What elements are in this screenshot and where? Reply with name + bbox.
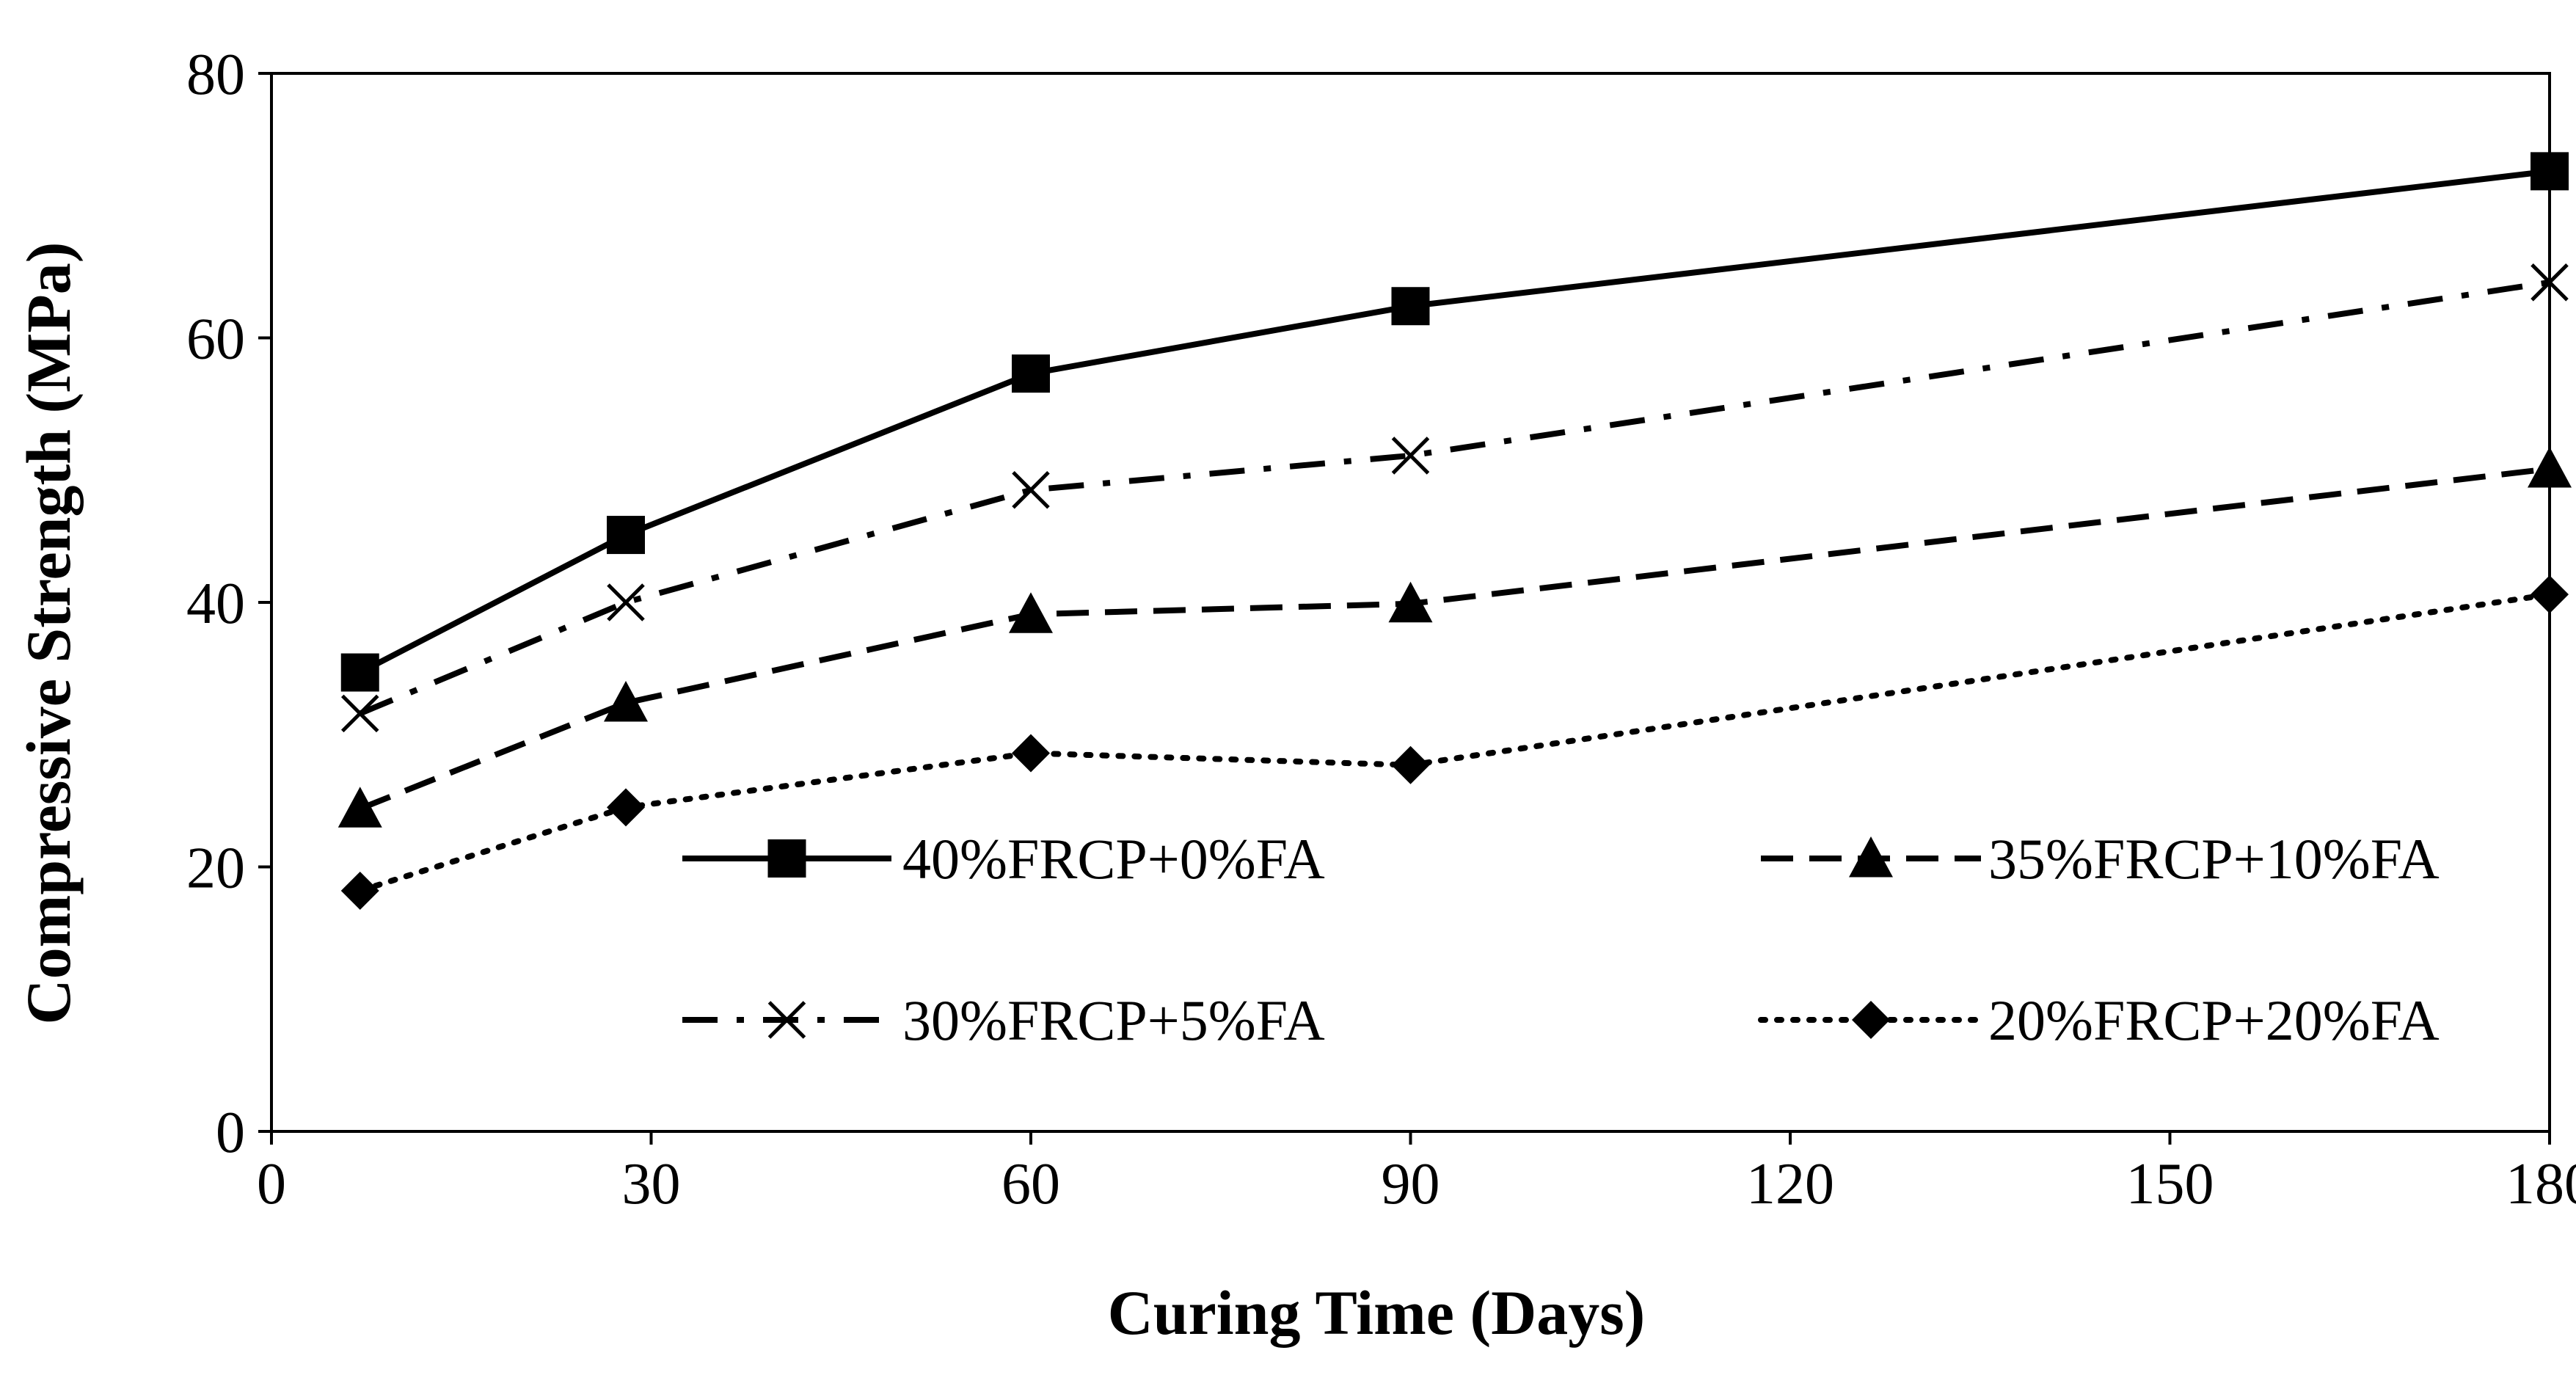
x-tick-label: 0: [257, 1152, 286, 1217]
data-point: [1012, 471, 1050, 509]
x-tick-label: 120: [1746, 1152, 1834, 1217]
data-point: [607, 516, 645, 555]
data-point: [340, 694, 379, 733]
legend-marker: [1849, 836, 1893, 878]
data-point: [340, 653, 379, 692]
x-tick-label: 150: [2126, 1152, 2214, 1217]
data-point: [340, 871, 379, 910]
legend-label: 35%FRCP+10%FA: [1988, 827, 2440, 891]
data-point: [1388, 581, 1433, 623]
legend-label: 30%FRCP+5%FA: [902, 988, 1325, 1052]
x-tick-label: 30: [622, 1152, 681, 1217]
series-group: [337, 152, 2572, 910]
data-point: [2528, 446, 2572, 488]
data-point: [1391, 437, 1430, 475]
legend-marker: [1852, 1001, 1890, 1039]
data-point: [2531, 263, 2569, 302]
y-tick-label: 60: [186, 307, 245, 372]
legend-entry-1: 40%FRCP+0%FA: [682, 827, 1325, 891]
legend-marker: [767, 1001, 806, 1039]
legend-entry-2: 35%FRCP+10%FA: [1761, 827, 2440, 891]
legend-entry-4: 20%FRCP+20%FA: [1758, 988, 2440, 1052]
series-1: [340, 152, 2569, 692]
data-point: [2531, 575, 2569, 614]
x-axis-title: Curing Time (Days): [1108, 1277, 1646, 1348]
series-4: [340, 575, 2569, 910]
data-point: [1009, 592, 1053, 633]
data-point: [1391, 287, 1430, 326]
y-tick-label: 40: [186, 572, 245, 636]
series-line: [357, 591, 2553, 894]
data-point: [1391, 745, 1430, 784]
y-axis-title: Compressive Strength (MPa): [13, 242, 84, 1025]
series-2: [337, 446, 2572, 828]
legend-marker: [767, 839, 806, 878]
axes: 0 30 60 90 120 150 180 0 20 40 60 80: [186, 43, 2576, 1217]
legend-label: 20%FRCP+20%FA: [1988, 988, 2440, 1052]
data-point: [604, 680, 648, 722]
series-line: [359, 279, 2550, 717]
series-3: [340, 263, 2569, 733]
data-point: [1012, 734, 1050, 773]
legend-entry-3: 30%FRCP+5%FA: [682, 988, 1325, 1052]
data-point: [607, 788, 645, 827]
y-tick-label: 20: [186, 836, 245, 901]
legend: 40%FRCP+0%FA 35%FRCP+10%FA 30%FRCP+5%FA 20%…: [682, 827, 2440, 1052]
data-point: [607, 583, 645, 621]
y-tick-label: 80: [186, 43, 245, 107]
x-tick-label: 60: [1001, 1152, 1060, 1217]
x-tick-label: 180: [2506, 1152, 2576, 1217]
data-point: [337, 787, 382, 828]
data-point: [1012, 354, 1050, 393]
y-tick-label: 0: [216, 1101, 245, 1165]
x-tick-label: 90: [1382, 1152, 1440, 1217]
legend-label: 40%FRCP+0%FA: [902, 827, 1325, 891]
data-point: [2531, 152, 2569, 191]
